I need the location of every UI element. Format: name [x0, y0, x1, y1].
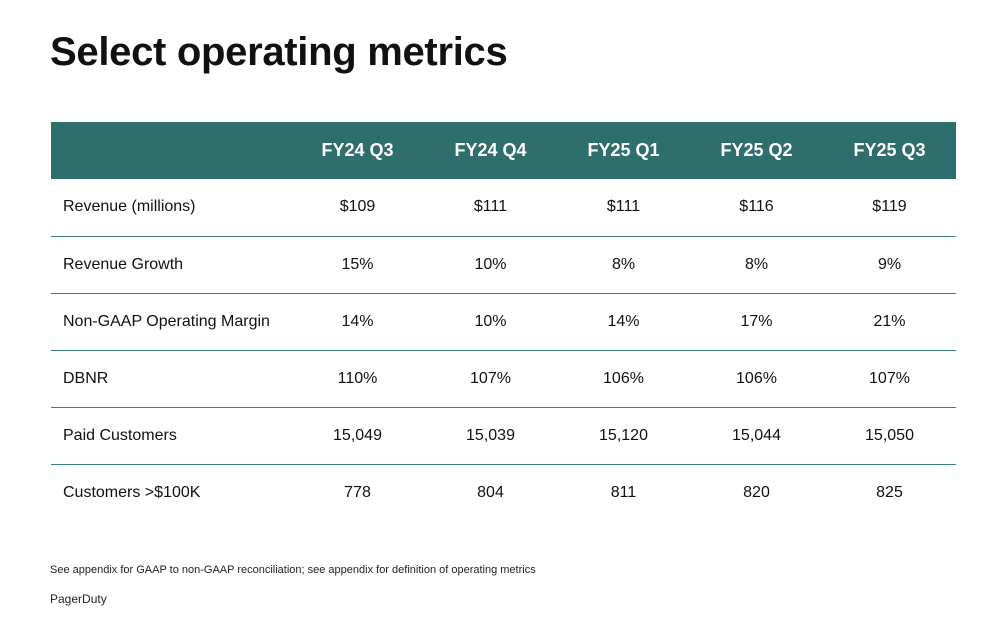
table-cell: 21% [873, 312, 906, 330]
table-cell: 820 [743, 483, 770, 501]
table-cell: 778 [344, 483, 371, 501]
metrics-table: FY24 Q3 FY24 Q4 FY25 Q1 FY25 Q2 FY25 Q3 … [51, 122, 956, 521]
table-row: Customers >$100K 778 804 811 820 825 [51, 464, 956, 521]
table-cell: 804 [477, 483, 504, 501]
table-cell: 10% [474, 255, 507, 273]
table-cell: $116 [739, 198, 774, 216]
table-cell: $119 [872, 198, 907, 216]
table-cell: 107% [470, 369, 511, 387]
table-cell: 107% [869, 369, 910, 387]
header-corner-cell [51, 122, 291, 179]
table-cell: 811 [610, 483, 637, 501]
table-cell: 15,039 [466, 426, 515, 444]
table-cell: 106% [603, 369, 644, 387]
row-label: Revenue (millions) [63, 198, 196, 216]
table-cell: 8% [611, 255, 636, 273]
table-cell: 10% [474, 312, 507, 330]
table-cell: $111 [473, 198, 508, 216]
table-header-row: FY24 Q3 FY24 Q4 FY25 Q1 FY25 Q2 FY25 Q3 [51, 122, 956, 179]
table-cell: 825 [876, 483, 903, 501]
table-cell: 17% [740, 312, 773, 330]
table-row: Revenue Growth 15% 10% 8% 8% 9% [51, 236, 956, 293]
table-cell: 15,120 [599, 426, 648, 444]
column-header: FY24 Q4 [454, 140, 527, 160]
footnote: See appendix for GAAP to non-GAAP reconc… [50, 564, 536, 576]
table-cell: 15,049 [333, 426, 382, 444]
column-header: FY25 Q1 [587, 140, 660, 160]
table-cell: 110% [337, 369, 378, 387]
table-cell: 8% [744, 255, 769, 273]
row-label: Revenue Growth [63, 255, 184, 273]
table-row: Revenue (millions) $109 $111 $111 $116 $… [51, 179, 956, 236]
table-row: DBNR 110% 107% 106% 106% 107% [51, 350, 956, 407]
table-row: Non-GAAP Operating Margin 14% 10% 14% 17… [51, 293, 956, 350]
table-row: Paid Customers 15,049 15,039 15,120 15,0… [51, 407, 956, 464]
page-title: Select operating metrics [50, 30, 508, 74]
table-cell: $111 [606, 198, 641, 216]
column-header: FY25 Q2 [720, 140, 793, 160]
table-cell: 15% [341, 255, 374, 273]
column-header: FY25 Q3 [853, 140, 926, 160]
brand-name: PagerDuty [50, 592, 107, 606]
row-label: Paid Customers [63, 426, 177, 444]
column-header: FY24 Q3 [321, 140, 394, 160]
row-label: Non-GAAP Operating Margin [63, 312, 270, 330]
row-label: Customers >$100K [63, 483, 201, 501]
table-cell: 15,050 [865, 426, 914, 444]
table-cell: $109 [339, 198, 376, 216]
row-label: DBNR [63, 369, 109, 387]
table-cell: 9% [877, 255, 902, 273]
table-cell: 15,044 [732, 426, 781, 444]
table-cell: 106% [736, 369, 777, 387]
table-cell: 14% [341, 312, 374, 330]
table-cell: 14% [607, 312, 640, 330]
